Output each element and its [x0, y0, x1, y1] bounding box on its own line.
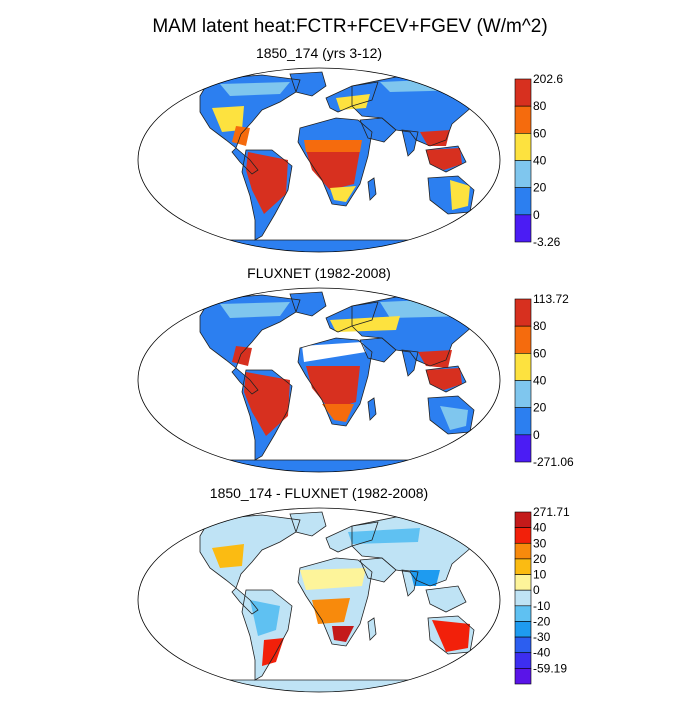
colorbar-label: 40 [533, 521, 547, 535]
colorbar-box [514, 353, 532, 381]
colorbar-label: 202.6 [533, 72, 563, 86]
colorbar-label: 0 [533, 208, 540, 222]
colorbar-box [514, 621, 532, 638]
figure-title: MAM latent heat:FCTR+FCEV+FGEV (W/m^2) [152, 16, 547, 37]
panel-1-map-outline [137, 67, 501, 253]
colorbar-label: -40 [533, 646, 551, 660]
panel-2-map [138, 288, 500, 472]
panel-1-colorbar: 202.6 80 60 40 20 0 -3.26 [514, 72, 563, 249]
colorbar-box [514, 434, 532, 463]
panel-2: FLUXNET (1982-2008) 113.72 80 60 40 20 0 -271.… [137, 265, 574, 473]
colorbar-box [514, 105, 532, 134]
panel-2-map-outline [137, 287, 501, 473]
colorbar-box [514, 652, 532, 669]
colorbar-label: 20 [533, 401, 547, 415]
colorbar-box [514, 668, 532, 685]
colorbar-box [514, 511, 532, 528]
colorbar-label: -20 [533, 614, 551, 628]
colorbar-label: 20 [533, 552, 547, 566]
colorbar-label: 60 [533, 126, 547, 140]
panel-2-colorbar: 113.72 80 60 40 20 0 -271.06 [514, 292, 574, 469]
colorbar-box [514, 214, 532, 243]
colorbar-box [514, 380, 532, 408]
panel-3-map-outline [137, 507, 501, 693]
colorbar-label: 80 [533, 319, 547, 333]
colorbar-label: 80 [533, 99, 547, 113]
colorbar-box [514, 133, 532, 161]
panel-1-title: 1850_174 (yrs 3-12) [256, 45, 382, 61]
colorbar-box [514, 542, 532, 560]
colorbar-box [514, 78, 532, 107]
panel-2-title: FLUXNET (1982-2008) [247, 265, 391, 281]
colorbar-label: -271.06 [533, 455, 574, 469]
panel-3-title: 1850_174 - FLUXNET (1982-2008) [210, 485, 428, 501]
colorbar-label: 40 [533, 154, 547, 168]
colorbar-label: 113.72 [533, 292, 569, 306]
colorbar-label: 60 [533, 346, 547, 360]
panel-3-map [138, 508, 500, 692]
panel-1: 1850_174 (yrs 3-12) 202.6 80 60 40 20 0 -3.26 [137, 45, 563, 253]
colorbar-box [514, 589, 532, 607]
colorbar-box [514, 298, 532, 327]
colorbar-label: 0 [533, 583, 540, 597]
colorbar-box [514, 636, 532, 654]
colorbar-label: -10 [533, 599, 551, 613]
panel-3: 1850_174 - FLUXNET (1982-2008) 271.71 403… [137, 485, 570, 693]
colorbar-label: -59.19 [533, 661, 567, 675]
colorbar-label: 271.71 [533, 505, 570, 519]
colorbar-label: -30 [533, 630, 551, 644]
colorbar-box [514, 605, 532, 622]
colorbar-box [514, 558, 532, 575]
colorbar-box [514, 527, 532, 544]
colorbar-label: 20 [533, 181, 547, 195]
colorbar-box [514, 187, 532, 216]
colorbar-box [514, 574, 532, 591]
colorbar-label: 0 [533, 428, 540, 442]
colorbar-label: 30 [533, 536, 547, 550]
colorbar-box [514, 407, 532, 436]
colorbar-box [514, 160, 532, 188]
colorbar-box [514, 325, 532, 354]
colorbar-label: 10 [533, 568, 547, 582]
colorbar-label: -3.26 [533, 235, 561, 249]
colorbar-label: 40 [533, 374, 547, 388]
panel-1-map [138, 68, 500, 252]
